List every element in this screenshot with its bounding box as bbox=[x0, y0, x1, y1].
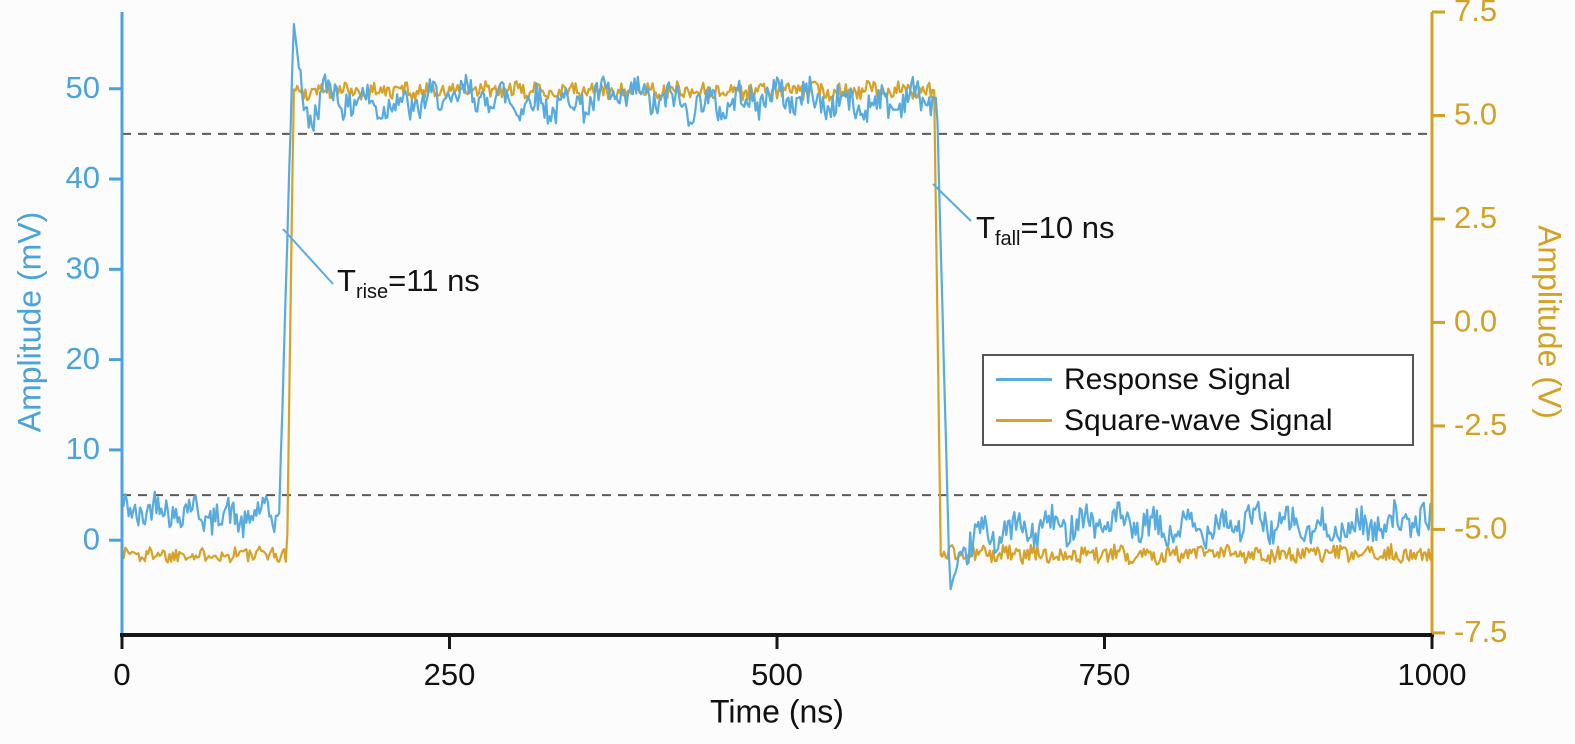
left-axis-tick-label: 40 bbox=[66, 160, 100, 195]
left-axis-tick-label: 50 bbox=[66, 70, 100, 105]
trise-annotation: Trise=11 ns bbox=[337, 263, 480, 304]
x-axis-tick-label: 500 bbox=[751, 657, 803, 692]
x-axis-tick-label: 250 bbox=[424, 657, 476, 692]
response-line-swatch bbox=[996, 378, 1052, 381]
right-axis-tick-label: 7.5 bbox=[1454, 0, 1497, 28]
x-axis-tick-label: 1000 bbox=[1398, 657, 1467, 692]
legend-item-squarewave: Square-wave Signal bbox=[996, 400, 1400, 441]
left-axis-tick-label: 30 bbox=[66, 251, 100, 286]
right-axis-tick-label: -7.5 bbox=[1454, 614, 1507, 649]
left-axis-tick-label: 20 bbox=[66, 341, 100, 376]
legend: Response Signal Square-wave Signal bbox=[982, 354, 1414, 446]
legend-label-squarewave: Square-wave Signal bbox=[1064, 403, 1333, 437]
left-axis-tick-label: 0 bbox=[83, 521, 100, 556]
right-axis-tick-label: 0.0 bbox=[1454, 304, 1497, 339]
right-axis-tick-label: -2.5 bbox=[1454, 407, 1507, 442]
squarewave-signal-path bbox=[121, 80, 1434, 566]
right-axis-tick-label: 5.0 bbox=[1454, 97, 1497, 132]
x-axis-title: Time (ns) bbox=[710, 693, 844, 730]
trise-annotation-sub: rise bbox=[355, 281, 389, 304]
tfall-annotation: Tfall=10 ns bbox=[976, 210, 1114, 251]
response-signal-path bbox=[120, 23, 1434, 591]
tfall-annotation-sub: fall bbox=[994, 228, 1021, 251]
legend-label-response: Response Signal bbox=[1064, 362, 1291, 396]
x-axis-tick-label: 750 bbox=[1079, 657, 1131, 692]
left-axis-tick-label: 10 bbox=[66, 431, 100, 466]
right-axis-title: Amplitude (V) bbox=[1531, 225, 1568, 419]
x-axis-tick-label: 0 bbox=[113, 657, 130, 692]
trise-annotation-rest: =11 ns bbox=[388, 263, 480, 298]
trise-annotation-main: T bbox=[337, 263, 356, 298]
tfall-annotation-rest: =10 ns bbox=[1020, 210, 1115, 245]
right-axis-tick-label: 2.5 bbox=[1454, 200, 1497, 235]
tfall-leader-line bbox=[932, 183, 972, 222]
right-axis-tick-label: -5.0 bbox=[1454, 511, 1507, 546]
legend-item-response: Response Signal bbox=[996, 359, 1400, 400]
squarewave-line-swatch bbox=[996, 419, 1052, 422]
trise-leader-line bbox=[282, 228, 334, 285]
tfall-annotation-main: T bbox=[976, 210, 995, 245]
left-axis-title: Amplitude (mV) bbox=[11, 211, 48, 433]
